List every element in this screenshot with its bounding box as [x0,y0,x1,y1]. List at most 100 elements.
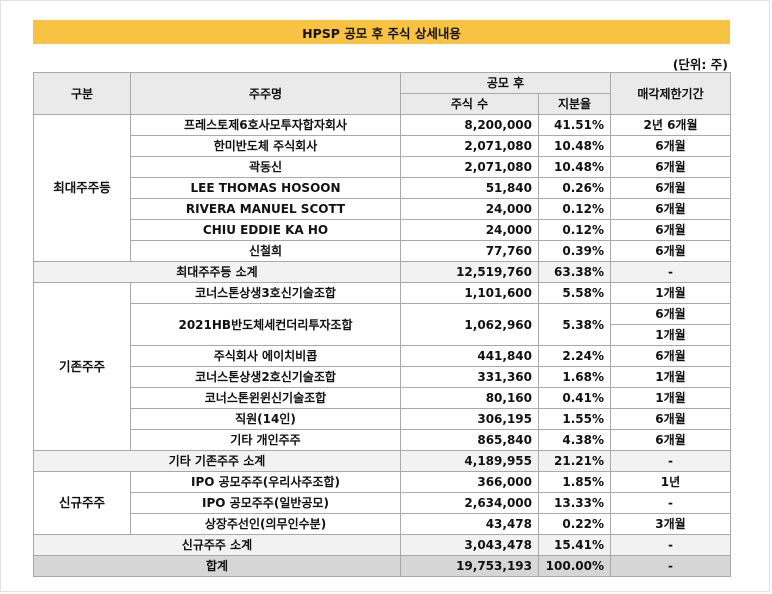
share-ratio: 5.38% [538,303,611,346]
table-row: 곽동신 2,071,080 10.48% 6개월 [34,156,731,178]
share-ratio: 0.26% [538,177,611,199]
share-count: 441,840 [400,345,539,367]
shareholder-name: 2021HB반도체세컨더리투자조합 [130,303,401,346]
lockup-period: 6개월 [610,429,731,451]
share-ratio: 1.55% [538,408,611,430]
share-ratio: 1.85% [538,471,611,493]
table-row: 신규주주 IPO 공모주주(우리사주조합) 366,000 1.85% 1년 [33,471,731,535]
total-lockup: - [610,555,731,577]
subtotal-row: 신규주주 소계 3,043,478 15.41% - [33,534,731,556]
table-row: 신철희 77,760 0.39% 6개월 [34,240,731,262]
lockup-period: 6개월 [610,198,731,220]
lockup-period: - [610,492,731,514]
group-label-existing: 기존주주 [33,282,131,451]
lockup-period-secondary: 1개월 [610,324,731,346]
share-ratio: 0.22% [538,513,611,535]
share-ratio: 0.12% [538,219,611,241]
header-shareholder: 주주명 [130,72,401,115]
share-count: 77,760 [400,240,539,262]
shareholder-name: 한미반도체 주식회사 [130,135,401,157]
share-count: 24,000 [400,219,539,241]
table-row: 최대주주등 프레스토제6호사모투자합자회사 8,200,000 41.51% 2… [33,114,731,262]
share-ratio: 1.68% [538,366,611,388]
header-post-ipo: 공모 후 [400,72,611,94]
shareholder-name: 상장주선인(의무인수분) [130,513,401,535]
header-row: 구분 주주명 공모 후 매각제한기간 [33,72,731,115]
subtotal-ratio: 15.41% [538,534,611,556]
table-row: 코너스톤윈윈신기술조합 80,160 0.41% 1개월 [34,387,731,409]
shareholder-name: 코너스톤윈윈신기술조합 [130,387,401,409]
shareholder-name: 프레스토제6호사모투자합자회사 [130,114,401,136]
share-count: 1,062,960 [400,303,539,346]
share-count: 1,101,600 [400,282,539,304]
share-count: 366,000 [400,471,539,493]
share-count: 8,200,000 [400,114,539,136]
shareholder-name: 기타 개인주주 [130,429,401,451]
shareholder-name: 주식회사 에이치비콥 [130,345,401,367]
share-count: 865,840 [400,429,539,451]
share-ratio: 5.58% [538,282,611,304]
table-row: 기타 개인주주 865,840 4.38% 6개월 [34,429,731,451]
lockup-period: 6개월 [610,177,731,199]
share-ratio: 41.51% [538,114,611,136]
shareholder-name: IPO 공모주주(일반공모) [130,492,401,514]
share-count: 331,360 [400,366,539,388]
table-title: HPSP 공모 후 주식 상세내용 [33,20,730,44]
share-ratio: 10.48% [538,156,611,178]
shareholder-name: 코너스톤상생2호신기술조합 [130,366,401,388]
shareholder-name: 코너스톤상생3호신기술조합 [130,282,401,304]
shareholder-name: 곽동신 [130,156,401,178]
share-count: 43,478 [400,513,539,535]
lockup-period: 1년 [610,471,731,493]
subtotal-ratio: 21.21% [538,450,611,472]
shareholder-name: IPO 공모주주(우리사주조합) [130,471,401,493]
table-row: 직원(14인) 306,195 1.55% 6개월 [34,408,731,430]
subtotal-row: 최대주주등 소계 12,519,760 63.38% - [33,261,731,283]
table-row: IPO 공모주주(일반공모) 2,634,000 13.33% - [34,492,731,514]
share-ratio: 0.12% [538,198,611,220]
lockup-period: 6개월 [610,135,731,157]
share-count: 2,071,080 [400,135,539,157]
header-lockup: 매각제한기간 [610,72,731,115]
subtotal-label: 기타 기존주주 소계 [33,450,401,472]
header-category: 구분 [33,72,131,115]
total-shares: 19,753,193 [400,555,539,577]
lockup-period: 6개월 [610,240,731,262]
shareholder-name: RIVERA MANUEL SCOTT [130,198,401,220]
table-row: 기존주주 코너스톤상생3호신기술조합 1,101,600 5.58% 1개월 [33,282,731,451]
subtotal-shares: 12,519,760 [400,261,539,283]
share-ratio: 2.24% [538,345,611,367]
shareholder-name: LEE THOMAS HOSOON [130,177,401,199]
subtotal-label: 최대주주등 소계 [33,261,401,283]
subtotal-shares: 3,043,478 [400,534,539,556]
share-count: 80,160 [400,387,539,409]
group-label-new: 신규주주 [33,471,131,535]
subtotal-lockup: - [610,450,731,472]
subtotal-lockup: - [610,261,731,283]
group-label-largest: 최대주주등 [33,114,131,262]
lockup-period: 6개월 [610,408,731,430]
share-count: 51,840 [400,177,539,199]
share-count: 2,634,000 [400,492,539,514]
share-count: 2,071,080 [400,156,539,178]
share-ratio: 0.39% [538,240,611,262]
lockup-period: 3개월 [610,513,731,535]
lockup-period: 6개월 [610,219,731,241]
table-row: 상장주선인(의무인수분) 43,478 0.22% 3개월 [34,513,731,535]
lockup-period: 6개월 [610,156,731,178]
header-shares: 주식 수 [400,93,539,115]
table-row: 코너스톤상생2호신기술조합 331,360 1.68% 1개월 [34,366,731,388]
share-ratio: 0.41% [538,387,611,409]
total-ratio: 100.00% [538,555,611,577]
shareholder-name: 직원(14인) [130,408,401,430]
lockup-period: 1개월 [610,387,731,409]
lockup-period: 1개월 [610,282,731,304]
share-count: 24,000 [400,198,539,220]
total-row: 합계 19,753,193 100.00% - [33,555,731,577]
shareholder-table: 구분 주주명 공모 후 매각제한기간 주식 수 지분율 최대주주등 프레스토제6… [33,72,731,577]
lockup-period: 1개월 [610,366,731,388]
share-ratio: 4.38% [538,429,611,451]
total-label: 합계 [33,555,401,577]
share-count: 306,195 [400,408,539,430]
